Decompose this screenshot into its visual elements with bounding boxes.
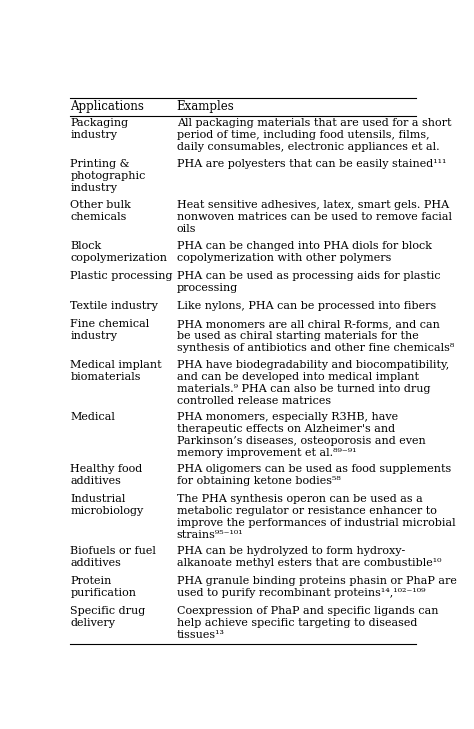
Text: Medical implant
biomaterials: Medical implant biomaterials bbox=[70, 360, 162, 382]
Text: Examples: Examples bbox=[177, 100, 235, 113]
Text: Block
copolymerization: Block copolymerization bbox=[70, 241, 167, 263]
Text: Medical: Medical bbox=[70, 413, 115, 422]
Text: PHA have biodegradability and biocompatibility,
and can be developed into medica: PHA have biodegradability and biocompati… bbox=[177, 360, 449, 406]
Text: PHA monomers are all chiral R-forms, and can
be used as chiral starting material: PHA monomers are all chiral R-forms, and… bbox=[177, 319, 454, 354]
Text: PHA granule binding proteins phasin or PhaP are
used to purify recombinant prote: PHA granule binding proteins phasin or P… bbox=[177, 576, 456, 598]
Text: PHA can be used as processing aids for plastic
processing: PHA can be used as processing aids for p… bbox=[177, 271, 440, 293]
Text: The PHA synthesis operon can be used as a
metabolic regulator or resistance enha: The PHA synthesis operon can be used as … bbox=[177, 494, 456, 540]
Text: Applications: Applications bbox=[70, 100, 144, 113]
Text: Packaging
industry: Packaging industry bbox=[70, 119, 128, 141]
Text: Specific drug
delivery: Specific drug delivery bbox=[70, 606, 146, 628]
Text: PHA can be changed into PHA diols for block
copolymerization with other polymers: PHA can be changed into PHA diols for bl… bbox=[177, 241, 432, 263]
Text: Fine chemical
industry: Fine chemical industry bbox=[70, 319, 149, 341]
Text: Coexpression of PhaP and specific ligands can
help achieve specific targeting to: Coexpression of PhaP and specific ligand… bbox=[177, 606, 438, 639]
Text: All packaging materials that are used for a short
period of time, including food: All packaging materials that are used fo… bbox=[177, 119, 451, 152]
Text: PHA can be hydrolyzed to form hydroxy-
alkanoate methyl esters that are combusti: PHA can be hydrolyzed to form hydroxy- a… bbox=[177, 546, 441, 568]
Text: Printing &
photographic
industry: Printing & photographic industry bbox=[70, 160, 146, 193]
Text: Plastic processing: Plastic processing bbox=[70, 271, 173, 281]
Text: Textile industry: Textile industry bbox=[70, 301, 158, 311]
Text: Protein
purification: Protein purification bbox=[70, 576, 136, 598]
Text: PHA monomers, especially R3HB, have
therapeutic effects on Alzheimer's and
Parki: PHA monomers, especially R3HB, have ther… bbox=[177, 413, 426, 459]
Text: PHA oligomers can be used as food supplements
for obtaining ketone bodies⁵⁸: PHA oligomers can be used as food supple… bbox=[177, 464, 451, 486]
Text: Industrial
microbiology: Industrial microbiology bbox=[70, 494, 144, 516]
Text: Heat sensitive adhesives, latex, smart gels. PHA
nonwoven matrices can be used t: Heat sensitive adhesives, latex, smart g… bbox=[177, 200, 452, 234]
Text: Healthy food
additives: Healthy food additives bbox=[70, 464, 143, 486]
Text: Other bulk
chemicals: Other bulk chemicals bbox=[70, 200, 131, 222]
Text: PHA are polyesters that can be easily stained¹¹¹: PHA are polyesters that can be easily st… bbox=[177, 160, 446, 169]
Text: Biofuels or fuel
additives: Biofuels or fuel additives bbox=[70, 546, 156, 568]
Text: Like nylons, PHA can be processed into fibers: Like nylons, PHA can be processed into f… bbox=[177, 301, 436, 311]
